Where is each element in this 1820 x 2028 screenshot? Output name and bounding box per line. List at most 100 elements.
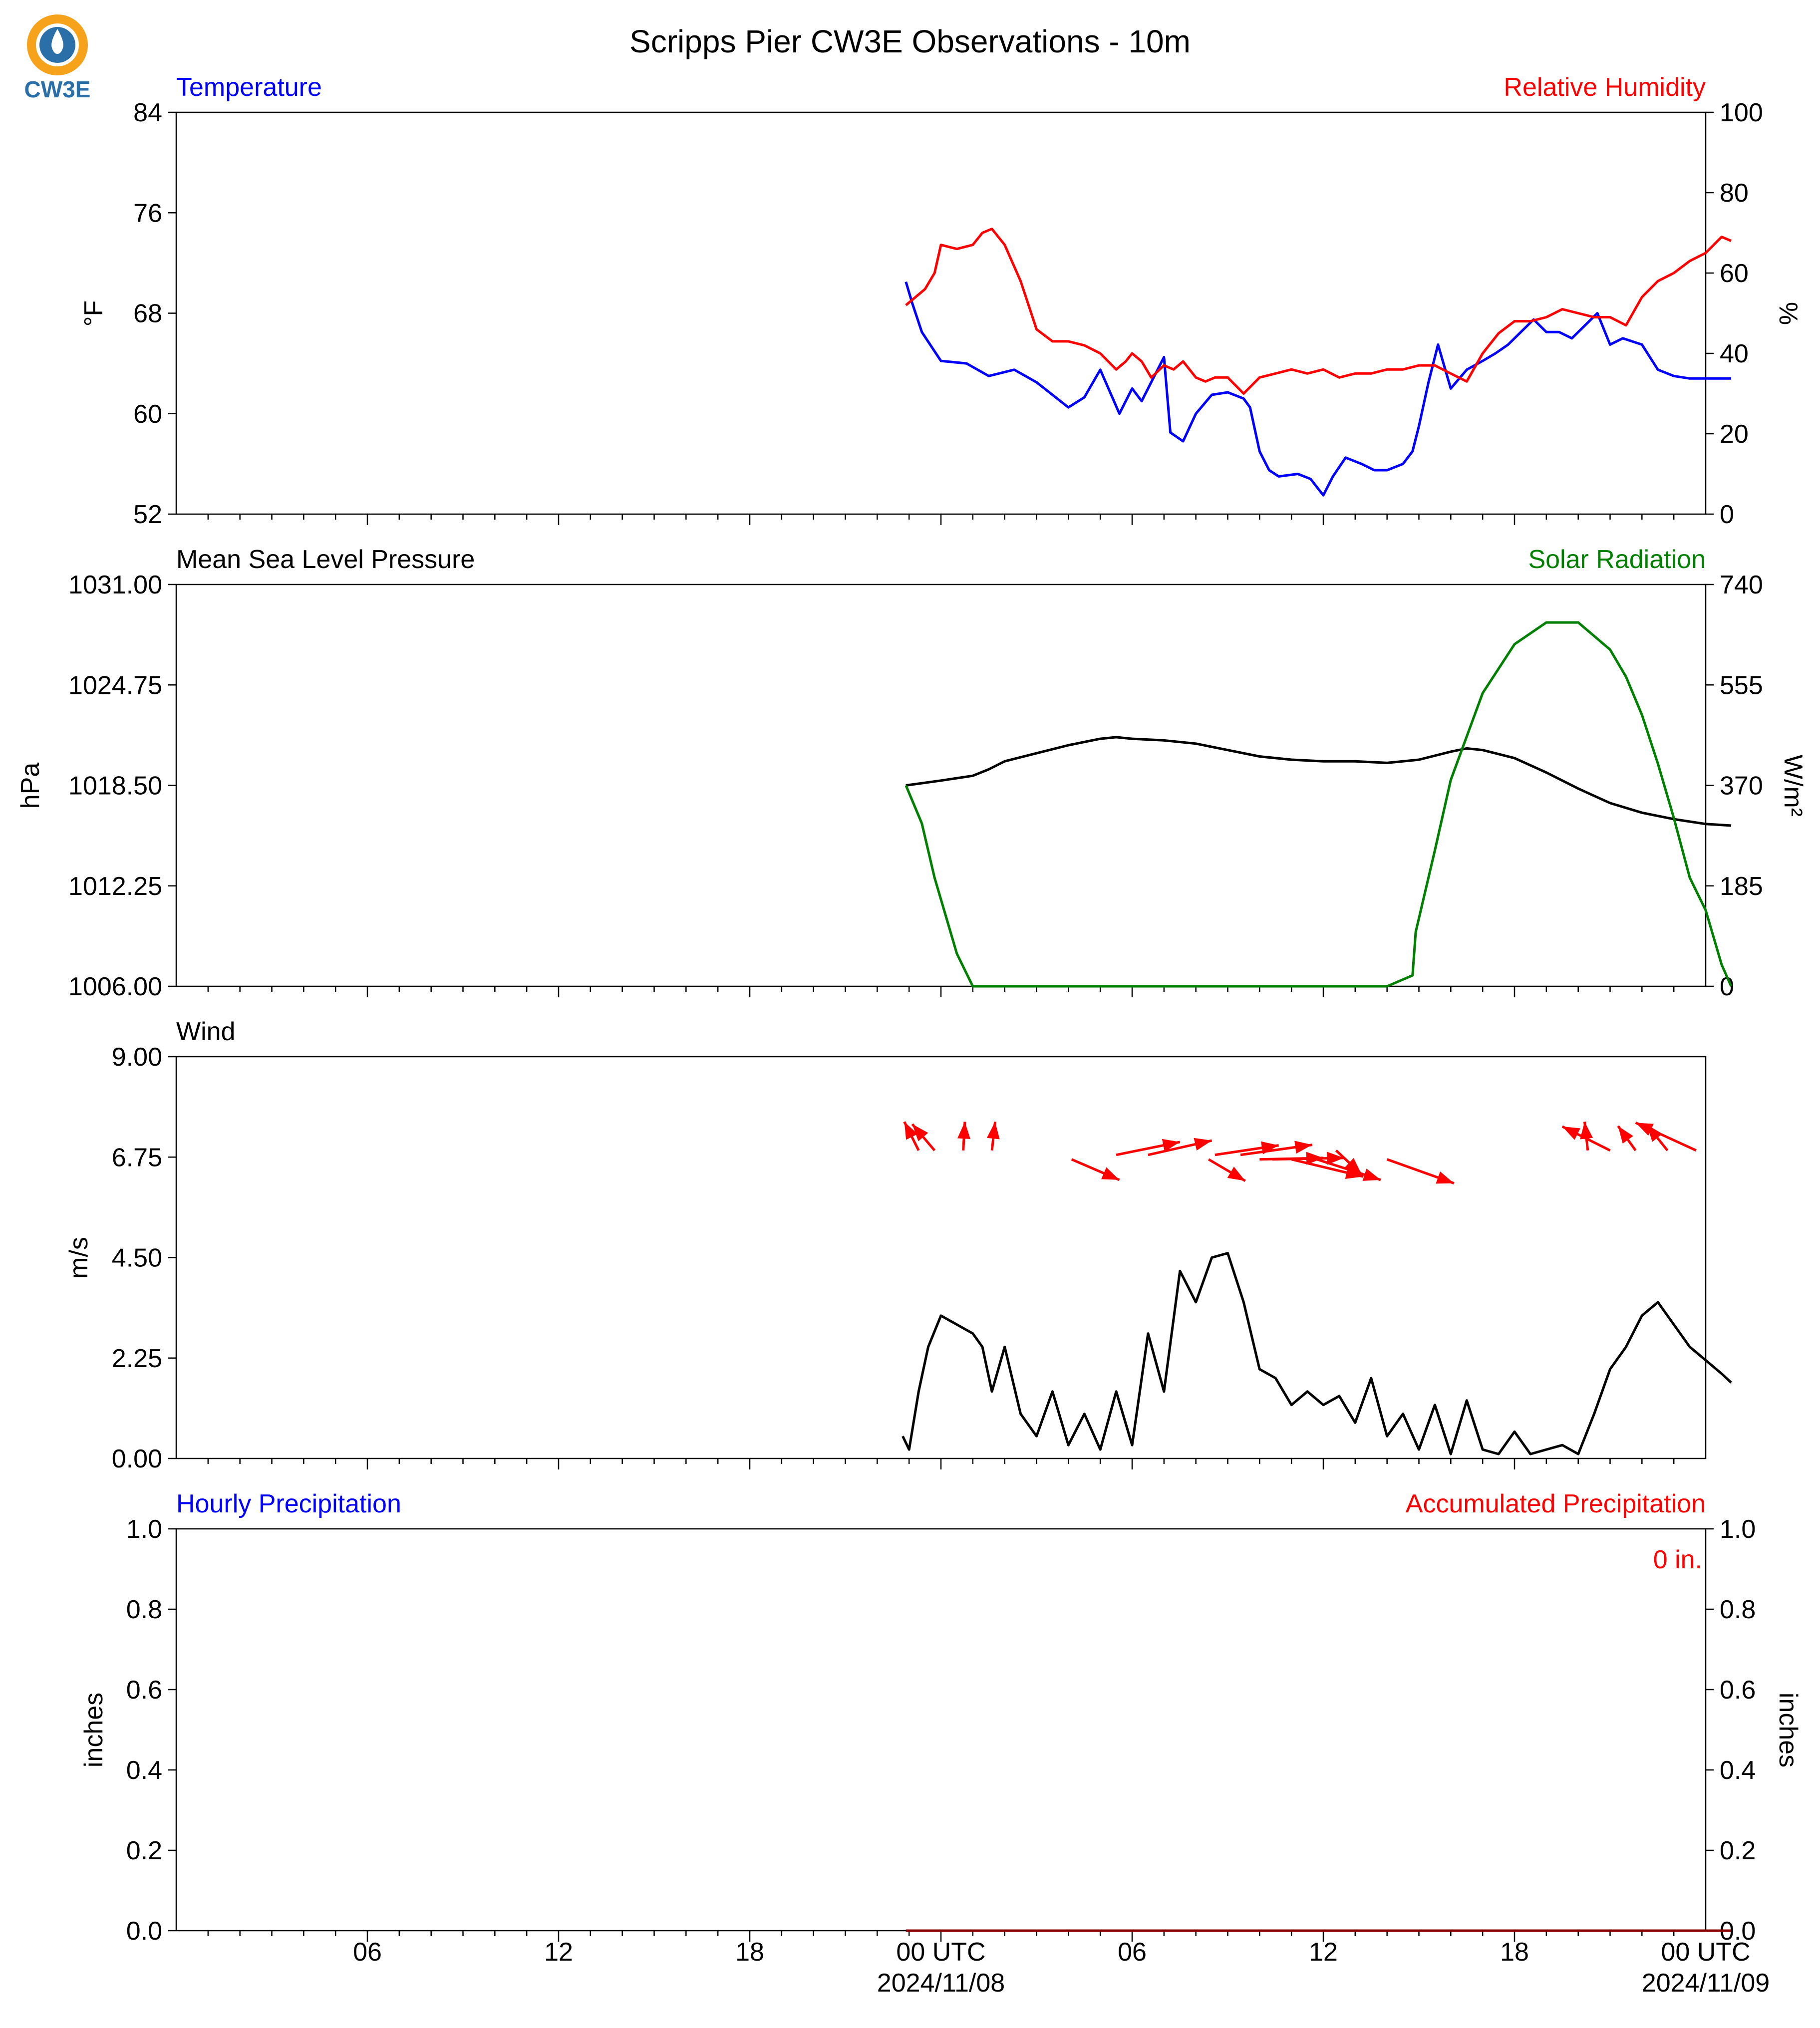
- date-tick-label: 2024/11/08: [877, 1969, 1005, 1998]
- wind-arrow: [1617, 1125, 1637, 1152]
- wind-arrow-head: [1562, 1126, 1580, 1140]
- accum-precip-tick-label: 0.4: [1720, 1756, 1756, 1785]
- wind-title: Wind: [176, 1017, 235, 1046]
- wind-arrow-head: [1162, 1139, 1180, 1152]
- pressure-tick-label: 1031.00: [68, 571, 162, 599]
- pressure-tick-label: 1006.00: [68, 972, 162, 1001]
- wind-arrow-head: [1344, 1158, 1362, 1174]
- time-tick-label: 12: [1309, 1938, 1338, 1967]
- humidity-unit-label: %: [1774, 302, 1803, 325]
- logo-drop-icon: [51, 29, 63, 54]
- wind-arrow-head: [1436, 1171, 1454, 1184]
- wind-arrow: [1272, 1152, 1344, 1165]
- wind-arrow: [1386, 1158, 1455, 1184]
- solar-radiation-line: [905, 621, 1733, 988]
- wind-tick-label: 2.25: [112, 1344, 162, 1373]
- accum-precip-tick-label: 0.6: [1720, 1676, 1756, 1705]
- wind-plot-frame: [175, 1056, 1707, 1459]
- temperature-plot-frame: [175, 111, 1707, 515]
- humidity-tick-label: 60: [1720, 259, 1749, 288]
- hourly-precip-y-ticks: 0.0 0.2 0.4 0.6 0.8 1.0: [126, 1515, 176, 1946]
- temperature-tick-label: 60: [133, 400, 162, 429]
- pressure-tick-label: 1012.25: [68, 872, 162, 901]
- wind-arrow-head: [1194, 1138, 1212, 1151]
- humidity-tick-label: 20: [1720, 420, 1749, 449]
- solar-tick-label: 185: [1720, 872, 1763, 901]
- accum-precip-tick-label: 1.0: [1720, 1515, 1756, 1544]
- time-tick-label: 06: [1118, 1938, 1147, 1967]
- date-tick-label: 2024/11/09: [1642, 1969, 1770, 1998]
- temperature-x-ticks: [207, 514, 1675, 525]
- hourly-precip-tick-label: 0.4: [126, 1756, 162, 1785]
- hourly-precip-tick-label: 0.2: [126, 1836, 162, 1865]
- time-tick-label: 06: [353, 1938, 382, 1967]
- wind-unit-label: m/s: [64, 1237, 93, 1279]
- temperature-tick-label: 76: [133, 199, 162, 228]
- pressure-y-ticks: 1006.00 1012.25 1018.50 1024.75 1031.00: [68, 571, 176, 1001]
- wind-arrow: [1316, 1158, 1381, 1181]
- figure-title: Scripps Pier CW3E Observations - 10m: [629, 23, 1191, 59]
- time-tick-label: 00 UTC: [1661, 1938, 1750, 1967]
- wind-arrow-head: [904, 1122, 918, 1140]
- wind-y-ticks: 0.00 2.25 4.50 6.75 9.00: [112, 1043, 176, 1473]
- time-tick-label: 18: [735, 1938, 764, 1967]
- wind-arrow: [1580, 1122, 1593, 1151]
- pressure-line: [906, 736, 1732, 827]
- pressure-title: Mean Sea Level Pressure: [176, 545, 475, 574]
- solar-title: Solar Radiation: [1528, 545, 1706, 574]
- time-tick-label: 12: [544, 1938, 573, 1967]
- wind-arrow-head: [1618, 1126, 1633, 1144]
- wind-arrow: [911, 1123, 936, 1152]
- panel-temperature: Temperature Relative Humidity °F % 52 60 6…: [79, 73, 1803, 529]
- wind-arrow-head: [1635, 1123, 1654, 1136]
- wind-arrow: [1635, 1121, 1697, 1152]
- humidity-y-ticks: 0 20 40 60 80 100: [1706, 98, 1763, 529]
- panel-wind: Wind m/s 0.00 2.25 4.50 6.75 9.00: [64, 1017, 1732, 1473]
- temperature-series: [905, 228, 1732, 497]
- logo-ring-icon: [27, 14, 88, 75]
- pressure-tick-label: 1018.50: [68, 772, 162, 801]
- wind-arrow: [1148, 1138, 1213, 1157]
- temperature-y-ticks: 52 60 68 76 84: [133, 98, 176, 529]
- temperature-title: Temperature: [176, 73, 322, 102]
- hourly-precip-tick-label: 0.8: [126, 1595, 162, 1624]
- temperature-tick-label: 52: [133, 500, 162, 529]
- hourly-precip-title: Hourly Precipitation: [176, 1489, 401, 1518]
- accum-precip-y-ticks: 0.00.20.40.60.81.0: [1706, 1515, 1756, 1946]
- humidity-tick-label: 100: [1720, 98, 1763, 127]
- accum-precip-unit-label: inches: [1774, 1693, 1803, 1767]
- temperature-unit-label: °F: [79, 300, 108, 327]
- hourly-precip-tick-label: 1.0: [126, 1515, 162, 1544]
- solar-tick-label: 555: [1720, 671, 1763, 700]
- accum-precip-value: 0 in.: [1653, 1545, 1702, 1574]
- time-tick-label: 18: [1500, 1938, 1529, 1967]
- wind-arrow: [1335, 1150, 1363, 1175]
- wind-arrow-head: [1327, 1152, 1344, 1165]
- wind-series: [902, 1121, 1732, 1455]
- hourly-precip-unit-label: inches: [79, 1693, 108, 1767]
- pressure-tick-label: 1024.75: [68, 671, 162, 700]
- humidity-title: Relative Humidity: [1504, 73, 1706, 102]
- solar-unit-label: W/m²: [1779, 755, 1808, 817]
- pressure-unit-label: hPa: [16, 763, 45, 809]
- logo-text: CW3E: [24, 76, 91, 102]
- wind-speed-line: [902, 1252, 1732, 1455]
- hourly-precip-tick-label: 0.6: [126, 1676, 162, 1705]
- wind-arrow: [986, 1122, 1000, 1151]
- wind-arrow-head: [1294, 1141, 1312, 1154]
- solar-tick-label: 740: [1720, 571, 1763, 599]
- temperature-line: [905, 281, 1732, 497]
- wind-arrow: [1071, 1158, 1120, 1181]
- hourly-precip-tick-label: 0.0: [126, 1917, 162, 1946]
- wind-arrow-head: [986, 1122, 1000, 1140]
- cw3e-logo: CW3E: [24, 14, 91, 102]
- panel-precipitation: Hourly Precipitation Accumulated Precipi…: [79, 1489, 1803, 1998]
- wind-tick-label: 9.00: [112, 1043, 162, 1072]
- wind-arrow: [1240, 1141, 1313, 1157]
- humidity-line: [905, 228, 1732, 395]
- wind-arrow-head: [1580, 1122, 1593, 1140]
- wind-arrow-head: [1362, 1168, 1381, 1181]
